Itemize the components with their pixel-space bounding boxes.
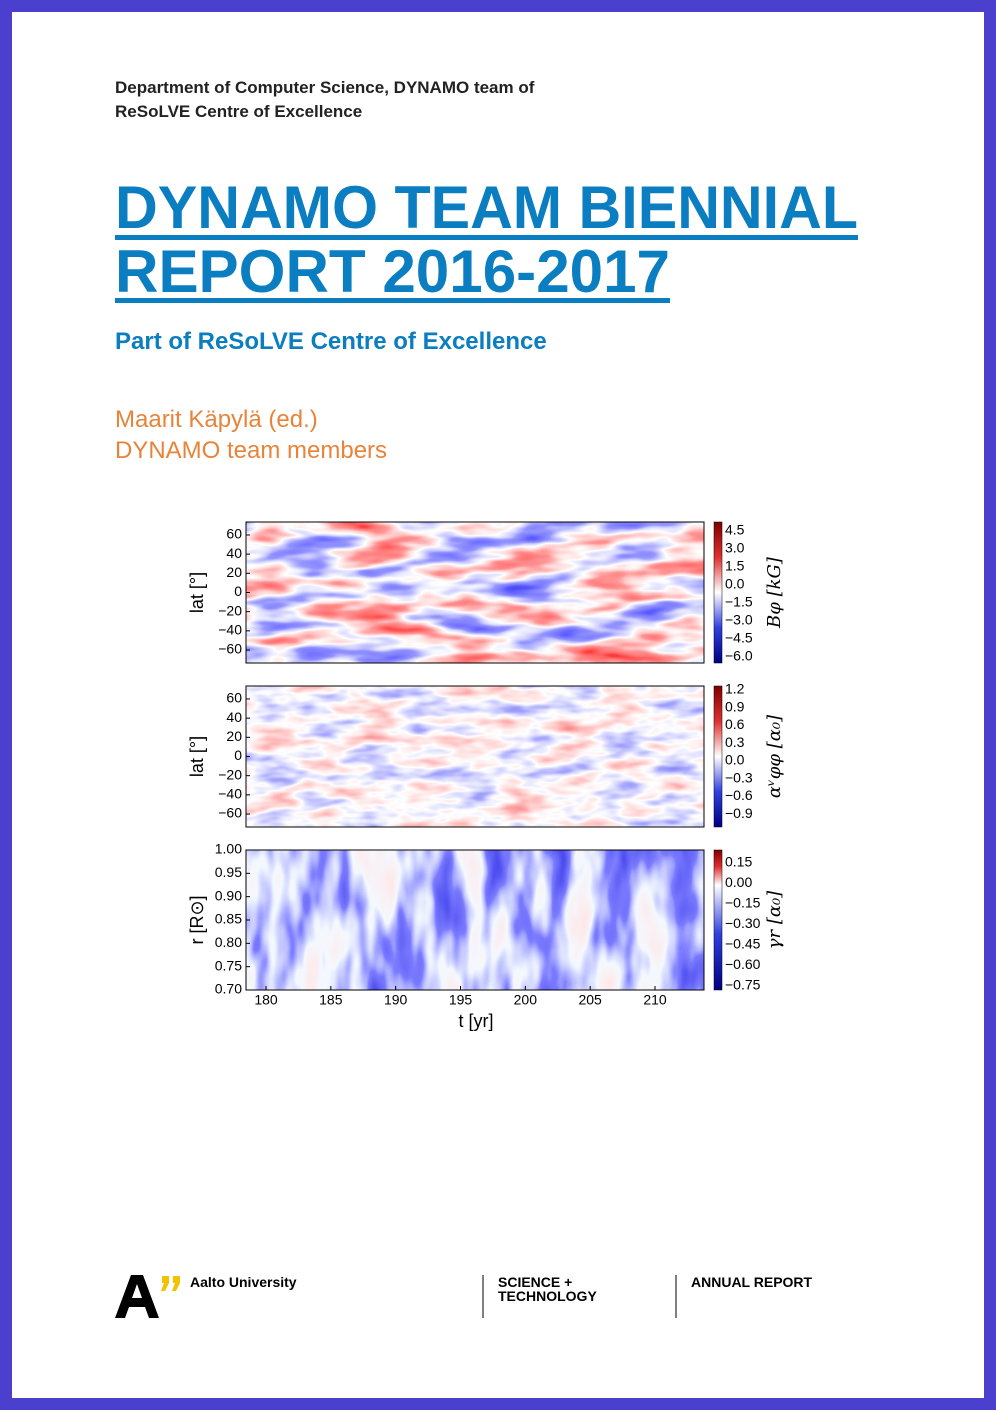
colorbar-tick-label: 0.9 — [725, 698, 745, 714]
heatmap — [246, 850, 704, 990]
colorbar-tick-label: −6.0 — [725, 648, 753, 664]
y-tick-label: 0.80 — [215, 934, 242, 950]
series: ANNUAL REPORT — [691, 1274, 813, 1290]
title-line: REPORT 2016-2017 — [115, 238, 670, 305]
colorbar-tick-label: 1.2 — [725, 681, 745, 697]
colorbar-tick-label: 0.15 — [725, 853, 752, 869]
y-tick-label: −40 — [218, 786, 242, 802]
x-tick-label: 210 — [643, 992, 667, 1008]
y-axis-label: r [R⊙] — [187, 895, 207, 944]
y-axis-label: lat [°] — [187, 572, 207, 613]
colorbar-tick-label: −4.5 — [725, 630, 753, 646]
colorbar-tick-label: −0.15 — [725, 894, 761, 910]
colorbar-tick-label: 0.0 — [725, 576, 745, 592]
y-tick-label: 60 — [226, 526, 242, 542]
colorbar-tick-label: −0.75 — [725, 977, 761, 993]
y-tick-label: 40 — [226, 545, 242, 561]
header-line: Department of Computer Science, DYNAMO t… — [115, 78, 535, 97]
colorbar-tick-label: 0.00 — [725, 874, 752, 890]
author: Maarit Käpylä (ed.) — [115, 406, 318, 433]
colorbar-tick-label: 0.0 — [725, 752, 745, 768]
x-tick-label: 200 — [514, 992, 538, 1008]
title-line: DYNAMO TEAM BIENNIAL — [115, 174, 858, 241]
y-tick-label: −60 — [218, 805, 242, 821]
logo-quote — [161, 1276, 180, 1291]
x-tick-label: 190 — [384, 992, 408, 1008]
school: TECHNOLOGY — [498, 1288, 597, 1304]
x-axis-label: t [yr] — [459, 1011, 494, 1031]
colorbar-tick-label: −0.30 — [725, 915, 761, 931]
x-tick-label: 180 — [254, 992, 278, 1008]
footer: Aalto University SCIENCE + TECHNOLOGY AN… — [115, 1274, 813, 1318]
y-tick-label: 0.95 — [215, 864, 242, 880]
figure: 6040200−20−40−604.53.01.50.0−1.5−3.0−4.5… — [187, 521, 785, 1031]
colorbar-tick-label: 0.6 — [725, 716, 745, 732]
y-tick-label: 0.85 — [215, 911, 242, 927]
y-tick-label: 0.75 — [215, 957, 242, 973]
colorbar-tick-label: −3.0 — [725, 612, 753, 628]
title-underline — [115, 235, 858, 240]
colorbar-label: Bφ [kG] — [764, 556, 785, 629]
y-tick-label: 0 — [234, 583, 242, 599]
y-tick-label: 0 — [234, 747, 242, 763]
y-tick-label: −20 — [218, 766, 242, 782]
y-tick-label: 60 — [226, 690, 242, 706]
x-tick-label: 195 — [449, 992, 473, 1008]
y-tick-label: −20 — [218, 602, 242, 618]
x-tick-label: 205 — [578, 992, 602, 1008]
university: Aalto University — [190, 1274, 297, 1290]
colorbar-tick-label: −0.3 — [725, 769, 753, 785]
header-line: ReSoLVE Centre of Excellence — [115, 102, 362, 121]
y-tick-label: −60 — [218, 641, 242, 657]
colorbar — [713, 685, 723, 828]
colorbar-tick-label: −0.45 — [725, 935, 761, 951]
y-tick-label: 0.90 — [215, 887, 242, 903]
colorbar-tick-label: 1.5 — [725, 558, 745, 574]
colorbar-tick-label: −0.60 — [725, 956, 761, 972]
heatmap — [245, 521, 705, 664]
logo-a — [115, 1275, 159, 1318]
y-tick-label: 20 — [226, 728, 242, 744]
author: DYNAMO team members — [115, 437, 387, 464]
colorbar-tick-label: 0.3 — [725, 734, 745, 750]
heatmap — [246, 686, 704, 827]
x-tick-label: 185 — [319, 992, 343, 1008]
colorbar-tick-label: 4.5 — [725, 522, 745, 538]
y-tick-label: 1.00 — [215, 841, 242, 857]
colorbar-tick-label: −0.9 — [725, 805, 753, 821]
y-axis-label: lat [°] — [187, 736, 207, 777]
colorbar-tick-label: −0.6 — [725, 787, 753, 803]
y-tick-label: −40 — [218, 622, 242, 638]
y-tick-label: 0.70 — [215, 981, 242, 997]
y-tick-label: 20 — [226, 564, 242, 580]
colorbar-tick-label: 3.0 — [725, 540, 745, 556]
colorbar-label: γr [α₀] — [764, 890, 785, 949]
subtitle: Part of ReSoLVE Centre of Excellence — [115, 328, 547, 355]
title-underline — [115, 298, 670, 303]
colorbar — [713, 849, 723, 991]
colorbar-tick-label: −1.5 — [725, 594, 753, 610]
colorbar — [713, 521, 723, 664]
school: SCIENCE + — [498, 1274, 572, 1290]
y-tick-label: 40 — [226, 709, 242, 725]
colorbar-label: αᵛφφ [α₀] — [764, 714, 785, 798]
